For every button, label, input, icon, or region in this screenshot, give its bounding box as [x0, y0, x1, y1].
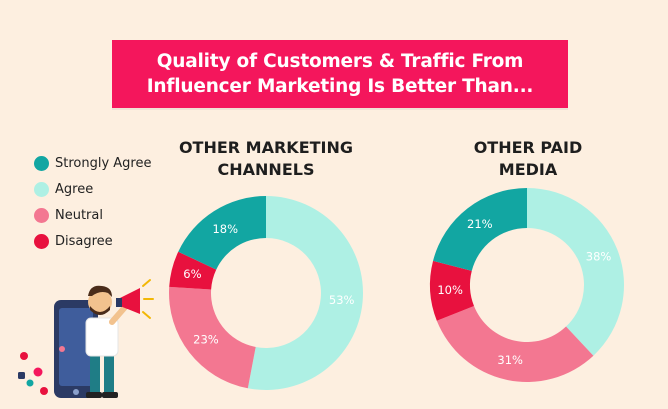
title-line-1: Quality of Customers & Traffic From [156, 51, 524, 72]
chart-2-slice-strongly-agree [433, 188, 527, 271]
legend: Strongly Agree Agree Neutral Disagree [34, 150, 152, 254]
chart-1-label-disagree: 6% [183, 267, 201, 281]
legend-label-strongly-agree: Strongly Agree [55, 155, 152, 171]
chart-2-label-disagree: 10% [437, 283, 463, 297]
man-with-megaphone-illustration [18, 279, 154, 398]
chart-2-title-line-1: OTHER PAID [473, 138, 583, 157]
legend-swatch-strongly-agree [34, 155, 49, 171]
title-line-2: Influencer Marketing Is Better Than... [146, 76, 534, 97]
donut-chart-other-paid-media: 38% 31% 10% 21% [429, 188, 624, 382]
chart-1-slice-neutral [169, 286, 256, 389]
legend-swatch-disagree [34, 233, 49, 249]
chart-2-slice-agree [527, 188, 624, 356]
legend-item-agree: Agree [34, 176, 152, 202]
legend-item-disagree: Disagree [34, 228, 152, 254]
chart-2-slice-disagree [429, 260, 475, 321]
chart-1-title: OTHER MARKETING CHANNELS [168, 137, 364, 181]
chart-1-label-strongly-agree: 18% [212, 222, 238, 236]
legend-label-agree: Agree [55, 181, 94, 197]
chart-1-slice-strongly-agree [178, 196, 266, 270]
chart-2-title-line-2: MEDIA [498, 160, 558, 179]
chart-1-title-line-1: OTHER MARKETING [178, 138, 354, 157]
chart-2-label-strongly-agree: 21% [467, 217, 493, 231]
legend-swatch-agree [34, 181, 49, 197]
chart-1-slice-agree [247, 196, 363, 390]
legend-item-strongly-agree: Strongly Agree [34, 150, 152, 176]
legend-item-neutral: Neutral [34, 202, 152, 228]
legend-label-neutral: Neutral [55, 207, 103, 223]
chart-2-title: OTHER PAID MEDIA [448, 137, 608, 181]
chart-2-label-neutral: 31% [497, 353, 523, 367]
chart-1-label-neutral: 23% [193, 333, 219, 347]
chart-1-slice-disagree [169, 251, 217, 290]
donut-chart-other-marketing-channels: 53% 23% 6% 18% [169, 196, 363, 390]
chart-2-slice-neutral [436, 305, 594, 382]
chart-1-label-agree: 53% [329, 293, 355, 307]
chart-1-title-line-2: CHANNELS [217, 160, 315, 179]
chart-2-label-agree: 38% [586, 250, 612, 264]
legend-label-disagree: Disagree [55, 233, 113, 249]
title-banner: Quality of Customers & Traffic From Infl… [112, 40, 568, 108]
legend-swatch-neutral [34, 207, 49, 223]
